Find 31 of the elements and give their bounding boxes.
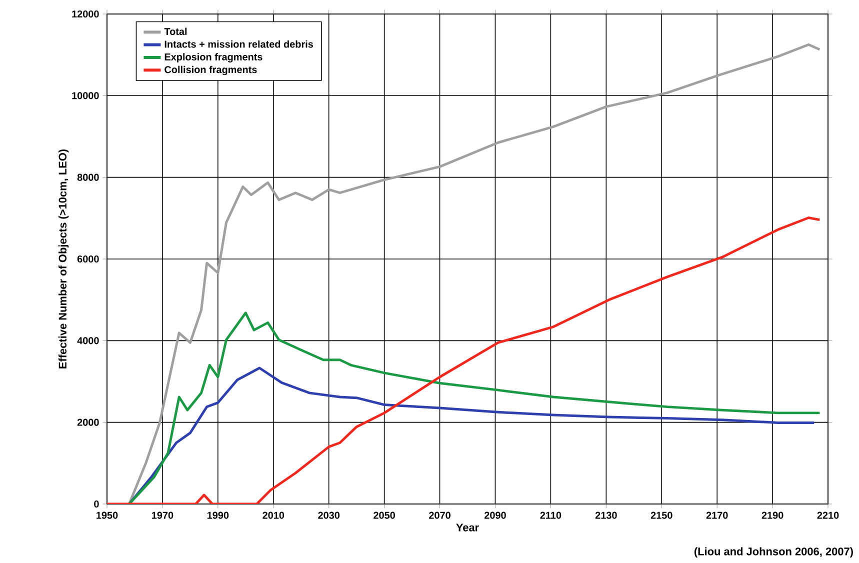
line-series: [107, 216, 821, 504]
x-tick-label: 1950: [96, 512, 118, 519]
y-tick-label: 0: [94, 500, 99, 508]
legend-label: Collision fragments: [164, 66, 257, 76]
x-tick-label: 2150: [650, 512, 672, 519]
legend-label: Total: [164, 28, 187, 36]
x-tick-label: 1970: [152, 512, 174, 519]
y-tick-label: 12000: [72, 10, 99, 18]
y-tick-label: 10000: [72, 92, 99, 100]
legend-label: Explosion fragments: [164, 53, 262, 62]
line-series: [128, 312, 821, 504]
text: (Liou and Johnson 2006, 2007): [694, 547, 853, 558]
x-tick-label: 2010: [262, 512, 284, 519]
x-tick-label: 2090: [484, 512, 506, 519]
x-tick-label: 2130: [595, 512, 617, 519]
x-tick-label: 2170: [706, 512, 728, 519]
line-series: [128, 366, 816, 504]
y-tick-label: 4000: [77, 337, 99, 344]
x-tick-label: 1990: [207, 512, 229, 519]
x-axis-title: Year: [456, 524, 479, 532]
x-tick-label: 2190: [762, 512, 784, 519]
x-tick-label: 2210: [817, 512, 839, 519]
legend-label: Intacts + mission related debris: [164, 40, 314, 48]
x-tick-label: 2030: [318, 512, 340, 519]
x-tick-label: 2050: [374, 512, 395, 519]
y-axis-title: Effective Number of Objects (>10cm, LEO): [58, 149, 69, 368]
y-tick-label: 8000: [77, 174, 99, 181]
y-tick-label: 2000: [77, 418, 99, 426]
x-tick-label: 2070: [429, 512, 450, 519]
x-tick-label: 2110: [540, 512, 562, 519]
y-tick-label: 6000: [77, 255, 99, 263]
